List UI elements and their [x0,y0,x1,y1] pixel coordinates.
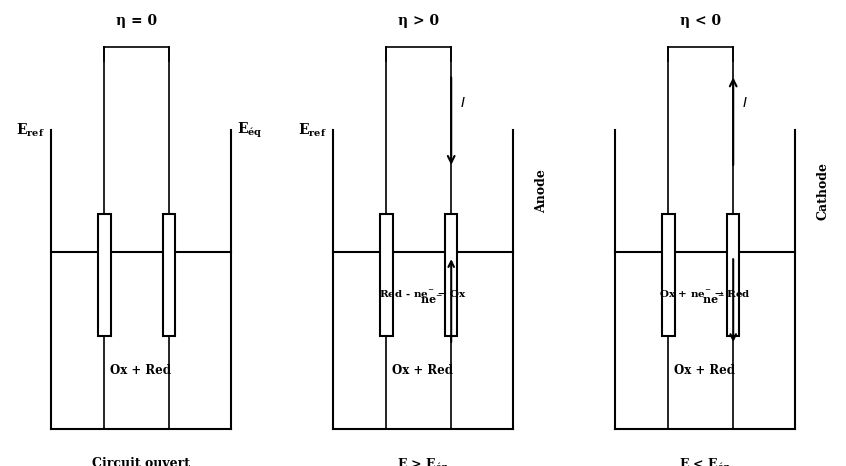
Text: Ox + Red: Ox + Red [393,364,453,377]
Bar [98,214,111,336]
Bar [163,214,175,336]
Text: Red - ne$^{-}$ → Ox: Red - ne$^{-}$ → Ox [379,288,467,299]
Text: η > 0: η > 0 [398,14,439,28]
Bar [380,214,393,336]
Text: Ox + Red: Ox + Red [674,364,735,377]
Text: $I$: $I$ [742,96,747,110]
Text: η < 0: η < 0 [680,14,722,28]
Text: Anode: Anode [535,169,548,213]
Text: ne$^{-}$: ne$^{-}$ [420,295,442,306]
Text: E$_\mathregular{ref}$: E$_\mathregular{ref}$ [299,122,327,139]
Text: $I$: $I$ [459,96,465,110]
Text: E$_\mathregular{ref}$: E$_\mathregular{ref}$ [17,122,45,139]
Text: Circuit ouvert: Circuit ouvert [92,457,190,466]
Text: ne$^{-}$: ne$^{-}$ [702,295,725,306]
Text: E$_\mathregular{éq}$: E$_\mathregular{éq}$ [237,121,262,140]
Text: Cathode: Cathode [817,162,830,220]
Text: η = 0: η = 0 [116,14,157,28]
Text: E < E$_\mathregular{éq}$: E < E$_\mathregular{éq}$ [679,457,731,466]
Text: E > E$_\mathregular{éq}$: E > E$_\mathregular{éq}$ [397,457,449,466]
Bar [662,214,674,336]
Text: Ox + Red: Ox + Red [111,364,172,377]
Bar [727,214,739,336]
Bar [445,214,458,336]
Text: Ox + ne$^{-}$ → Red: Ox + ne$^{-}$ → Red [659,288,751,299]
